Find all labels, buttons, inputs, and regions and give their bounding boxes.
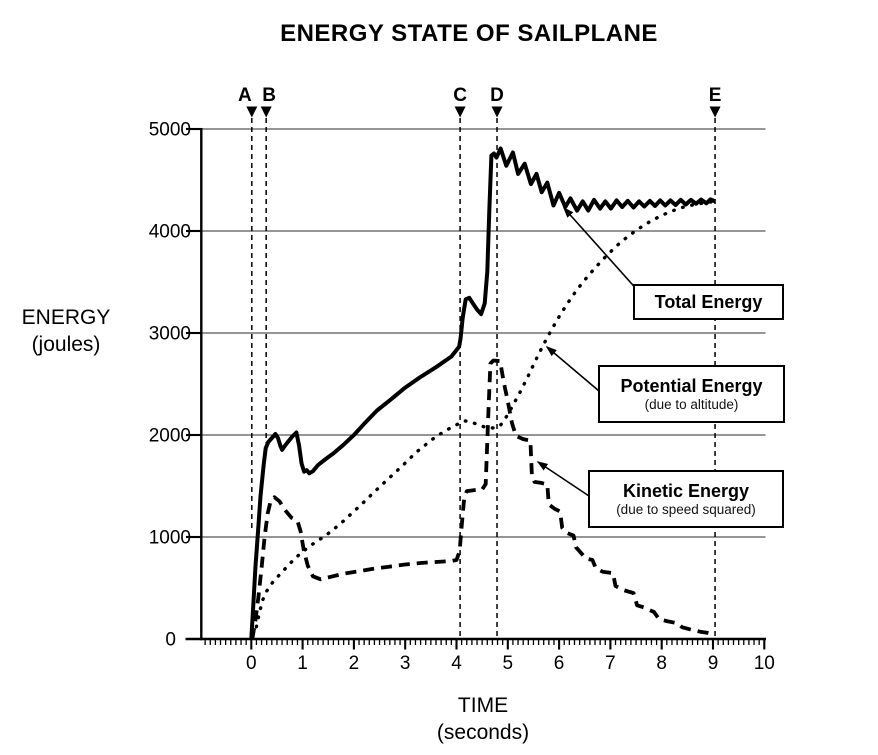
x-tick-label-5: 5	[503, 653, 514, 674]
axis-ticks	[186, 127, 766, 650]
potential-energy-curve	[254, 199, 717, 629]
y-axis-title-line1: ENERGY	[21, 306, 111, 329]
y-tick-label-4000: 4000	[149, 222, 191, 243]
legend-potential-energy-sublabel: (due to altitude)	[644, 397, 739, 412]
curves	[249, 146, 717, 640]
x-tick-label-7: 7	[605, 653, 616, 674]
y-tick-label-0: 0	[165, 630, 176, 651]
marker-arrowhead-C	[454, 106, 466, 118]
legend-total-energy-label: Total Energy	[654, 292, 763, 312]
legend-total-energy: Total Energy	[633, 284, 784, 320]
y-tick-label-3000: 3000	[149, 324, 191, 345]
legend-potential-energy: Potential Energy (due to altitude)	[598, 365, 785, 423]
x-tick-label-8: 8	[656, 653, 667, 674]
marker-letter-C: C	[453, 85, 467, 106]
x-tick-label-6: 6	[554, 653, 565, 674]
marker-letter-E: E	[709, 85, 722, 106]
legend-arrows	[536, 206, 641, 497]
marker-letter-A: A	[238, 85, 252, 106]
legend-kinetic-energy-label: Kinetic Energy	[622, 481, 750, 501]
potential-energy-leader-arrow	[545, 346, 600, 392]
legend-kinetic-energy-sublabel: (due to speed squared)	[616, 502, 756, 517]
x-tick-label-2: 2	[349, 653, 360, 674]
x-axis-title-line1: TIME	[457, 694, 509, 717]
x-tick-label-4: 4	[451, 653, 462, 674]
marker-arrowhead-A	[246, 106, 258, 118]
x-tick-label-9: 9	[708, 653, 719, 674]
x-tick-label-0: 0	[246, 653, 257, 674]
marker-arrowhead-D	[491, 106, 503, 118]
total-energy-leader-arrow	[563, 206, 641, 294]
y-axis-title: ENERGY (joules)	[22, 304, 111, 358]
x-axis-title-line2: (seconds)	[436, 721, 530, 744]
marker-letter-D: D	[490, 85, 504, 106]
total-energy-curve	[249, 146, 716, 640]
legend-potential-energy-label: Potential Energy	[620, 376, 763, 396]
x-axis-title: TIME (seconds)	[437, 692, 529, 746]
x-tick-label-10: 10	[754, 653, 775, 674]
kinetic-energy-leader-arrow	[536, 461, 590, 497]
y-tick-label-2000: 2000	[149, 426, 191, 447]
chart-title: ENERGY STATE OF SAILPLANE	[280, 20, 658, 47]
gridlines	[201, 128, 766, 538]
y-axis-title-line2: (joules)	[31, 333, 101, 356]
x-tick-label-1: 1	[297, 653, 308, 674]
marker-letter-B: B	[262, 85, 276, 106]
y-tick-label-1000: 1000	[149, 528, 191, 549]
legend-kinetic-energy: Kinetic Energy (due to speed squared)	[588, 470, 784, 528]
x-tick-label-3: 3	[400, 653, 411, 674]
axis-tick-labels: 0 1000 2000 3000 4000 5000 0 1 2 3 4 5 6 7 8 9 10	[149, 120, 775, 675]
marker-arrowhead-B	[260, 106, 272, 118]
y-tick-label-5000: 5000	[149, 120, 191, 141]
marker-arrowhead-E	[709, 106, 721, 118]
